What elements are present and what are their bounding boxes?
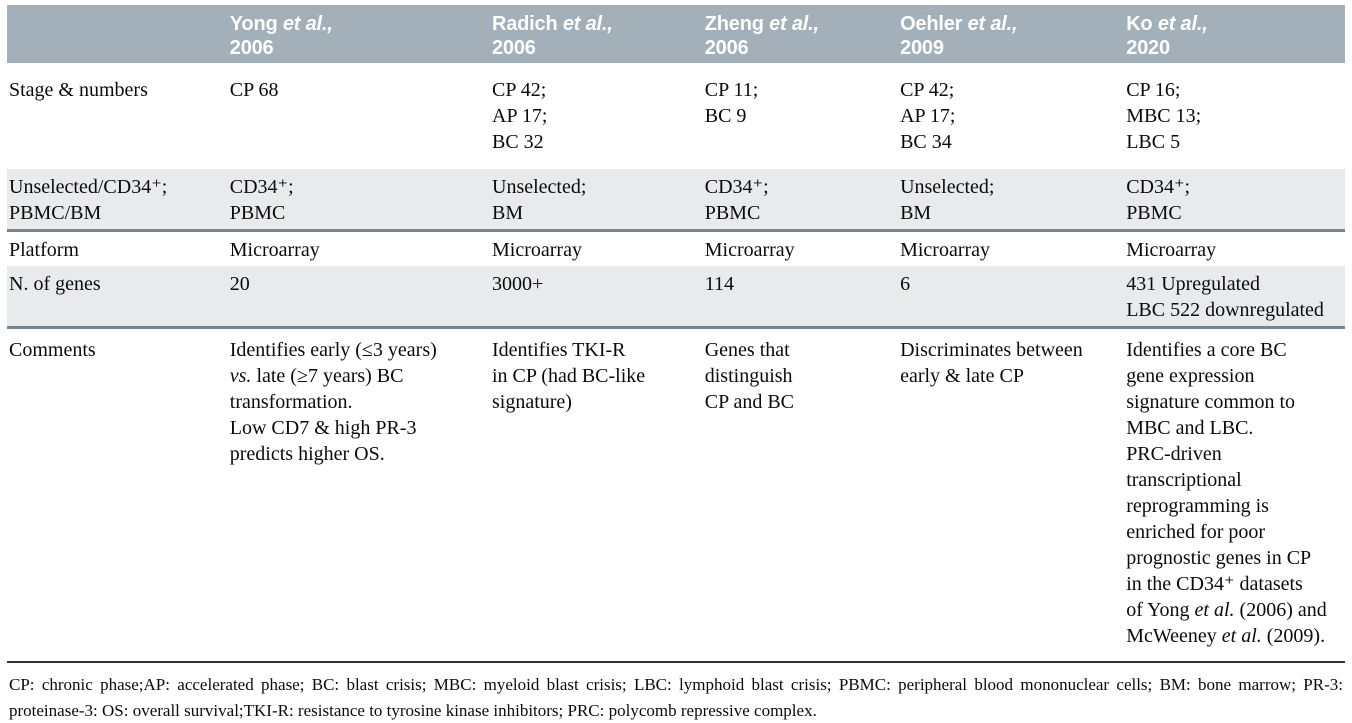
cell-selection-zheng: CD34⁺; PBMC	[702, 169, 899, 232]
author-name: Oehler	[900, 13, 963, 35]
col-header-radich: Radich et al., 2006	[490, 5, 703, 63]
cell-comments-ko: Identifies a core BC gene expression signa…	[1124, 327, 1345, 663]
et-al: et al.	[1221, 625, 1262, 647]
cell-selection-oehler: Unselected; BM	[898, 169, 1125, 232]
row-label-selection: Unselected/CD34⁺; PBMC/BM	[7, 169, 228, 232]
study-year: 2020	[1126, 37, 1170, 59]
col-header-oehler: Oehler et al., 2009	[898, 5, 1125, 63]
table-footnote: CP: chronic phase;AP: accelerated phase;…	[7, 663, 1345, 723]
cell-stage-zheng: CP 11; BC 9	[704, 79, 759, 127]
row-platform: Platform Microarray Microarray Microarra…	[7, 231, 1345, 267]
et-al: et al.,	[769, 13, 819, 35]
cell-genes-radich: 3000+	[490, 266, 703, 329]
row-label-platform: Platform	[9, 239, 79, 261]
author-name: Ko	[1126, 13, 1153, 35]
cell-stage-oehler: CP 42; AP 17; BC 34	[900, 79, 956, 153]
cell-selection-ko: CD34⁺; PBMC	[1124, 169, 1345, 232]
cell-stage-yong: CP 68	[229, 79, 279, 101]
cell-genes-zheng: 114	[702, 266, 899, 329]
comment-lines: Identifies a core BC gene expression signa…	[1126, 339, 1312, 595]
comment-line: vs. late (≥7 years) BC	[229, 365, 404, 387]
study-year: 2006	[704, 37, 749, 59]
vs-italic: vs.	[229, 365, 252, 387]
author-name: Yong	[229, 13, 278, 35]
row-stage-numbers: Stage & numbers CP 68 CP 42; AP 17; BC 32 …	[7, 63, 1345, 169]
comment-line: predicts higher OS.	[229, 443, 385, 465]
et-al: et al.	[1194, 599, 1235, 621]
cell-comments-radich: Identifies TKI-R in CP (had BC-like signat…	[490, 327, 703, 663]
header-empty-cell	[7, 5, 228, 63]
study-citation: Zheng et al.,	[705, 12, 890, 36]
cell-selection-radich: Unselected; BM	[490, 169, 703, 232]
cell-comments-zheng: Genes that distinguish CP and BC	[702, 327, 899, 663]
row-label-comments: Comments	[7, 327, 228, 663]
footnote-text-2: 3: proteinase-3: OS: overall survival;TK…	[9, 675, 1343, 720]
comment-line: McWeeney et al. (2009).	[1126, 625, 1326, 647]
studies-table: Yong et al., 2006 Radich et al., 2006 Zh…	[7, 5, 1345, 663]
row-label-stage: Stage & numbers	[9, 79, 148, 101]
study-citation: Oehler et al.,	[900, 12, 1116, 36]
cell-platform-yong: Microarray	[229, 239, 320, 261]
cell-selection-yong: CD34⁺; PBMC	[227, 169, 490, 232]
cell-comments-yong: Identifies early (≤3 years) vs. late (≥7…	[227, 327, 490, 663]
row-comments: Comments Identifies early (≤3 years) vs.…	[7, 327, 1345, 663]
study-citation: Ko et al.,	[1126, 12, 1337, 36]
col-header-zheng: Zheng et al., 2006	[702, 5, 899, 63]
cell-platform-ko: Microarray	[1126, 239, 1217, 261]
header-row: Yong et al., 2006 Radich et al., 2006 Zh…	[7, 5, 1345, 63]
comment-line: transformation.	[229, 391, 353, 413]
study-citation: Yong et al.,	[230, 12, 482, 36]
col-header-ko: Ko et al., 2020	[1124, 5, 1345, 63]
study-year: 2006	[229, 37, 274, 59]
row-selection-source: Unselected/CD34⁺; PBMC/BM CD34⁺; PBMC Unse…	[7, 169, 1345, 232]
author-name: Zheng	[704, 13, 764, 35]
row-n-genes: N. of genes 20 3000+ 114 6 431 Upregulat…	[7, 266, 1345, 329]
comment-line: of Yong et al. (2006) and	[1126, 599, 1327, 621]
et-al: et al.,	[282, 13, 333, 35]
cell-genes-ko: 431 Upregulated LBC 522 downregulated	[1124, 266, 1345, 329]
author-name: Radich	[492, 13, 558, 35]
cell-stage-radich: CP 42; AP 17; BC 32	[492, 79, 548, 153]
comment-line: Identifies early (≤3 years)	[229, 339, 437, 361]
footnote-text-1: CP: chronic phase;AP: accelerated phase;…	[9, 675, 1330, 694]
et-al: et al.,	[562, 13, 613, 35]
cell-comments-oehler: Discriminates between early & late CP	[898, 327, 1125, 663]
et-al: et al.,	[1157, 13, 1208, 35]
study-year: 2009	[900, 37, 944, 59]
cell-genes-oehler: 6	[898, 266, 1125, 329]
study-year: 2006	[492, 37, 536, 59]
cell-genes-yong: 20	[227, 266, 490, 329]
row-label-genes: N. of genes	[7, 266, 228, 329]
cell-stage-ko: CP 16; MBC 13; LBC 5	[1126, 79, 1202, 153]
cell-platform-radich: Microarray	[492, 239, 582, 261]
study-citation: Radich et al.,	[492, 12, 695, 36]
cell-platform-oehler: Microarray	[900, 239, 991, 261]
comment-line: Low CD7 & high PR-3	[229, 417, 417, 439]
cell-platform-zheng: Microarray	[704, 239, 795, 261]
et-al: et al.,	[967, 13, 1018, 35]
col-header-yong: Yong et al., 2006	[227, 5, 490, 63]
